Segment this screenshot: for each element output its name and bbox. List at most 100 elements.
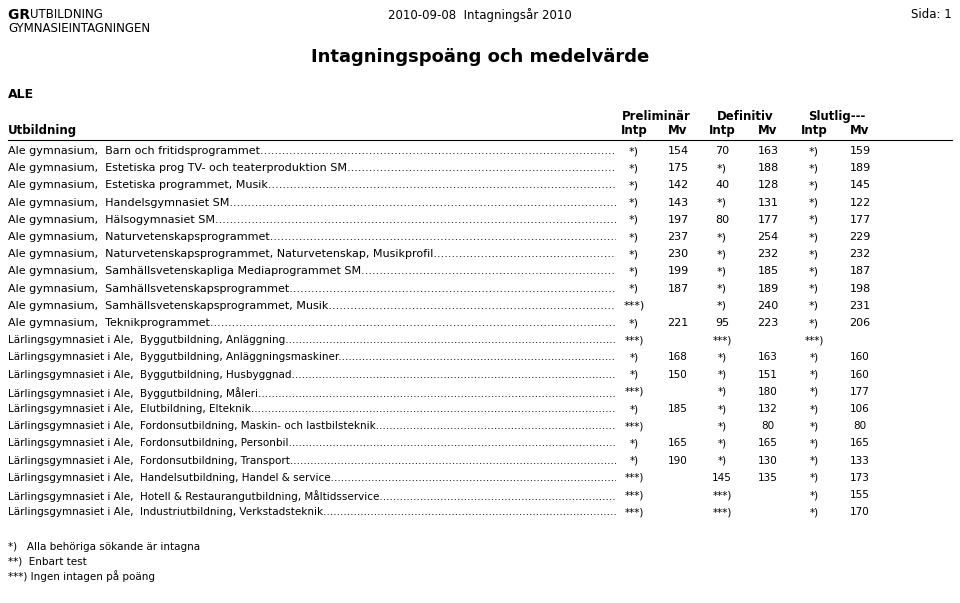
Text: 189: 189	[850, 163, 871, 173]
Text: 168: 168	[668, 352, 688, 362]
Text: *): *)	[809, 421, 819, 431]
Text: *): *)	[630, 370, 638, 380]
Text: 175: 175	[667, 163, 688, 173]
Text: *): *)	[717, 301, 727, 311]
Text: *): *)	[629, 146, 639, 156]
Text: *)   Alla behöriga sökande är intagna: *) Alla behöriga sökande är intagna	[8, 543, 200, 552]
Text: 180: 180	[758, 387, 778, 397]
Text: *): *)	[629, 215, 639, 225]
Text: 187: 187	[850, 267, 871, 276]
Text: *): *)	[809, 301, 819, 311]
Text: Lärlingsgymnasiet i Ale,  Byggutbildning, Husbyggnad............................: Lärlingsgymnasiet i Ale, Byggutbildning,…	[8, 370, 960, 380]
Text: Mv: Mv	[851, 124, 870, 137]
Text: *): *)	[717, 438, 727, 449]
Text: Mv: Mv	[668, 124, 687, 137]
Text: Sida: 1: Sida: 1	[911, 8, 952, 21]
Text: 143: 143	[667, 198, 688, 207]
Text: Intp: Intp	[620, 124, 647, 137]
Text: Ale gymnasium,  Estetiska programmet, Musik.....................................: Ale gymnasium, Estetiska programmet, Mus…	[8, 180, 960, 191]
Text: 135: 135	[758, 473, 778, 483]
Text: Mv: Mv	[758, 124, 778, 137]
Text: *): *)	[717, 283, 727, 294]
Text: Utbildning: Utbildning	[8, 124, 77, 137]
Text: 70: 70	[715, 146, 729, 156]
Text: *): *)	[717, 404, 727, 414]
Text: *): *)	[809, 198, 819, 207]
Text: Lärlingsgymnasiet i Ale,  Fordonsutbildning, Personbil..........................: Lärlingsgymnasiet i Ale, Fordonsutbildni…	[8, 438, 960, 449]
Text: Lärlingsgymnasiet i Ale,  Byggutbildning, Anläggning............................: Lärlingsgymnasiet i Ale, Byggutbildning,…	[8, 335, 960, 345]
Text: 160: 160	[851, 352, 870, 362]
Text: 190: 190	[668, 456, 688, 466]
Text: 229: 229	[850, 232, 871, 242]
Text: Lärlingsgymnasiet i Ale,  Elutbildning, Elteknik................................: Lärlingsgymnasiet i Ale, Elutbildning, E…	[8, 404, 925, 414]
Text: 159: 159	[850, 146, 871, 156]
Text: UTBILDNING: UTBILDNING	[30, 8, 103, 21]
Text: 165: 165	[668, 438, 688, 449]
Text: 232: 232	[850, 249, 871, 259]
Text: *): *)	[717, 267, 727, 276]
Text: *): *)	[809, 267, 819, 276]
Text: 80: 80	[715, 215, 729, 225]
Text: Definitiv: Definitiv	[717, 110, 774, 123]
Text: *): *)	[630, 352, 638, 362]
Text: GYMNASIEINTAGNINGEN: GYMNASIEINTAGNINGEN	[8, 22, 150, 35]
Text: Lärlingsgymnasiet i Ale,  Handelsutbildning, Handel & service...................: Lärlingsgymnasiet i Ale, Handelsutbildni…	[8, 473, 960, 483]
Text: *): *)	[629, 198, 639, 207]
Text: *): *)	[717, 232, 727, 242]
Text: *): *)	[629, 283, 639, 294]
Text: Lärlingsgymnasiet i Ale,  Byggutbildning, Anläggningsmaskiner...................: Lärlingsgymnasiet i Ale, Byggutbildning,…	[8, 352, 960, 362]
Text: Ale gymnasium,  Handelsgymnasiet SM.............................................: Ale gymnasium, Handelsgymnasiet SM......…	[8, 198, 954, 207]
Text: **)  Enbart test: **) Enbart test	[8, 557, 86, 566]
Text: 132: 132	[758, 404, 778, 414]
Text: *): *)	[809, 180, 819, 191]
Text: 221: 221	[667, 318, 688, 328]
Text: ***): ***)	[624, 490, 644, 500]
Text: *): *)	[717, 198, 727, 207]
Text: 145: 145	[712, 473, 732, 483]
Text: 189: 189	[757, 283, 779, 294]
Text: Ale gymnasium,  Samhällsvetenskapsprogrammet, Musik.............................: Ale gymnasium, Samhällsvetenskapsprogram…	[8, 301, 960, 311]
Text: 206: 206	[850, 318, 871, 328]
Text: 2010-09-08  Intagningsår 2010: 2010-09-08 Intagningsår 2010	[388, 8, 572, 22]
Text: *): *)	[629, 163, 639, 173]
Text: 170: 170	[851, 507, 870, 517]
Text: 237: 237	[667, 232, 688, 242]
Text: ***): ***)	[712, 335, 732, 345]
Text: ***): ***)	[623, 301, 644, 311]
Text: *): *)	[809, 490, 819, 500]
Text: *): *)	[717, 421, 727, 431]
Text: 165: 165	[850, 438, 870, 449]
Text: 187: 187	[667, 283, 688, 294]
Text: *): *)	[809, 438, 819, 449]
Text: Preliminär: Preliminär	[621, 110, 690, 123]
Text: 122: 122	[850, 198, 871, 207]
Text: Ale gymnasium,  Estetiska prog TV- och teaterproduktion SM......................: Ale gymnasium, Estetiska prog TV- och te…	[8, 163, 960, 173]
Text: *): *)	[717, 163, 727, 173]
Text: *): *)	[630, 438, 638, 449]
Text: ***): ***)	[624, 387, 644, 397]
Text: Lärlingsgymnasiet i Ale,  Byggutbildning, Måleri................................: Lärlingsgymnasiet i Ale, Byggutbildning,…	[8, 387, 933, 399]
Text: Lärlingsgymnasiet i Ale,  Hotell & Restaurangutbildning, Måltidsservice.........: Lärlingsgymnasiet i Ale, Hotell & Restau…	[8, 490, 960, 502]
Text: *): *)	[809, 283, 819, 294]
Text: Intp: Intp	[801, 124, 828, 137]
Text: ***): ***)	[624, 473, 644, 483]
Text: 177: 177	[850, 215, 871, 225]
Text: GR: GR	[8, 8, 35, 22]
Text: ***): ***)	[624, 507, 644, 517]
Text: *): *)	[629, 180, 639, 191]
Text: *): *)	[717, 249, 727, 259]
Text: 254: 254	[757, 232, 779, 242]
Text: 188: 188	[757, 163, 779, 173]
Text: *): *)	[809, 318, 819, 328]
Text: 128: 128	[757, 180, 779, 191]
Text: Lärlingsgymnasiet i Ale,  Industriutbildning, Verkstadsteknik...................: Lärlingsgymnasiet i Ale, Industriutbildn…	[8, 507, 960, 517]
Text: 150: 150	[668, 370, 688, 380]
Text: 223: 223	[757, 318, 779, 328]
Text: 185: 185	[668, 404, 688, 414]
Text: 155: 155	[850, 490, 870, 500]
Text: 231: 231	[850, 301, 871, 311]
Text: 154: 154	[667, 146, 688, 156]
Text: 165: 165	[758, 438, 778, 449]
Text: Intagningspoäng och medelvärde: Intagningspoäng och medelvärde	[311, 48, 649, 66]
Text: 198: 198	[850, 283, 871, 294]
